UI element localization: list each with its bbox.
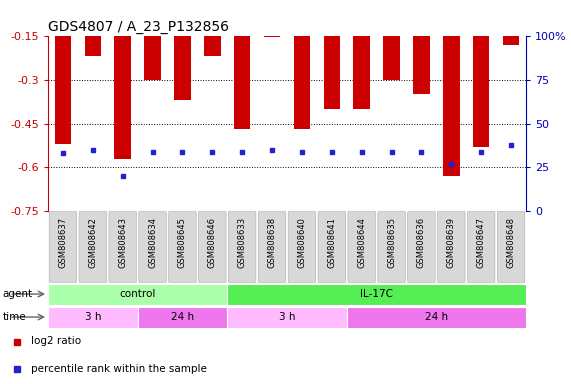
FancyBboxPatch shape [497, 212, 525, 282]
FancyBboxPatch shape [437, 212, 465, 282]
Text: GSM808639: GSM808639 [447, 217, 456, 268]
Bar [204, 0, 220, 56]
Text: 3 h: 3 h [85, 312, 101, 322]
Text: GSM808637: GSM808637 [58, 217, 67, 268]
FancyBboxPatch shape [408, 212, 435, 282]
Text: GSM808644: GSM808644 [357, 217, 366, 268]
FancyBboxPatch shape [168, 212, 196, 282]
Bar [227, 284, 526, 305]
Bar [138, 307, 227, 328]
Text: GSM808638: GSM808638 [268, 217, 276, 268]
Bar [324, 0, 340, 109]
FancyBboxPatch shape [228, 212, 256, 282]
FancyBboxPatch shape [199, 212, 226, 282]
Text: 3 h: 3 h [279, 312, 295, 322]
Bar [55, 0, 71, 144]
Text: percentile rank within the sample: percentile rank within the sample [31, 364, 207, 374]
FancyBboxPatch shape [288, 212, 316, 282]
FancyBboxPatch shape [49, 212, 77, 282]
Text: GSM808633: GSM808633 [238, 217, 247, 268]
Text: GSM808640: GSM808640 [297, 217, 307, 268]
Bar [174, 0, 191, 100]
Text: GSM808641: GSM808641 [327, 217, 336, 268]
Text: log2 ratio: log2 ratio [31, 336, 81, 346]
Text: IL-17C: IL-17C [360, 289, 393, 299]
FancyBboxPatch shape [109, 212, 136, 282]
Text: GDS4807 / A_23_P132856: GDS4807 / A_23_P132856 [48, 20, 229, 33]
Bar [347, 307, 526, 328]
Text: agent: agent [3, 289, 33, 299]
FancyBboxPatch shape [79, 212, 107, 282]
FancyBboxPatch shape [318, 212, 345, 282]
Text: GSM808636: GSM808636 [417, 217, 426, 268]
Bar [443, 0, 460, 176]
Bar [48, 284, 227, 305]
FancyBboxPatch shape [348, 212, 375, 282]
Bar [353, 0, 370, 109]
Bar [503, 0, 519, 45]
Text: GSM808643: GSM808643 [118, 217, 127, 268]
Text: GSM808642: GSM808642 [89, 217, 97, 268]
Bar [413, 0, 429, 94]
Text: control: control [119, 289, 156, 299]
Bar [144, 0, 161, 80]
Bar [114, 0, 131, 159]
Text: GSM808646: GSM808646 [208, 217, 217, 268]
Text: GSM808635: GSM808635 [387, 217, 396, 268]
Bar [234, 0, 251, 129]
Bar [293, 0, 310, 129]
Text: 24 h: 24 h [425, 312, 448, 322]
Text: GSM808634: GSM808634 [148, 217, 157, 268]
Bar [227, 307, 347, 328]
Text: GSM808647: GSM808647 [477, 217, 486, 268]
Bar [85, 0, 101, 56]
Bar [473, 0, 489, 147]
Text: GSM808645: GSM808645 [178, 217, 187, 268]
FancyBboxPatch shape [468, 212, 495, 282]
FancyBboxPatch shape [139, 212, 166, 282]
Bar [48, 307, 138, 328]
Bar [383, 0, 400, 80]
FancyBboxPatch shape [378, 212, 405, 282]
Text: GSM808648: GSM808648 [506, 217, 516, 268]
Text: time: time [3, 312, 26, 322]
Bar [264, 0, 280, 38]
Text: 24 h: 24 h [171, 312, 194, 322]
FancyBboxPatch shape [258, 212, 286, 282]
